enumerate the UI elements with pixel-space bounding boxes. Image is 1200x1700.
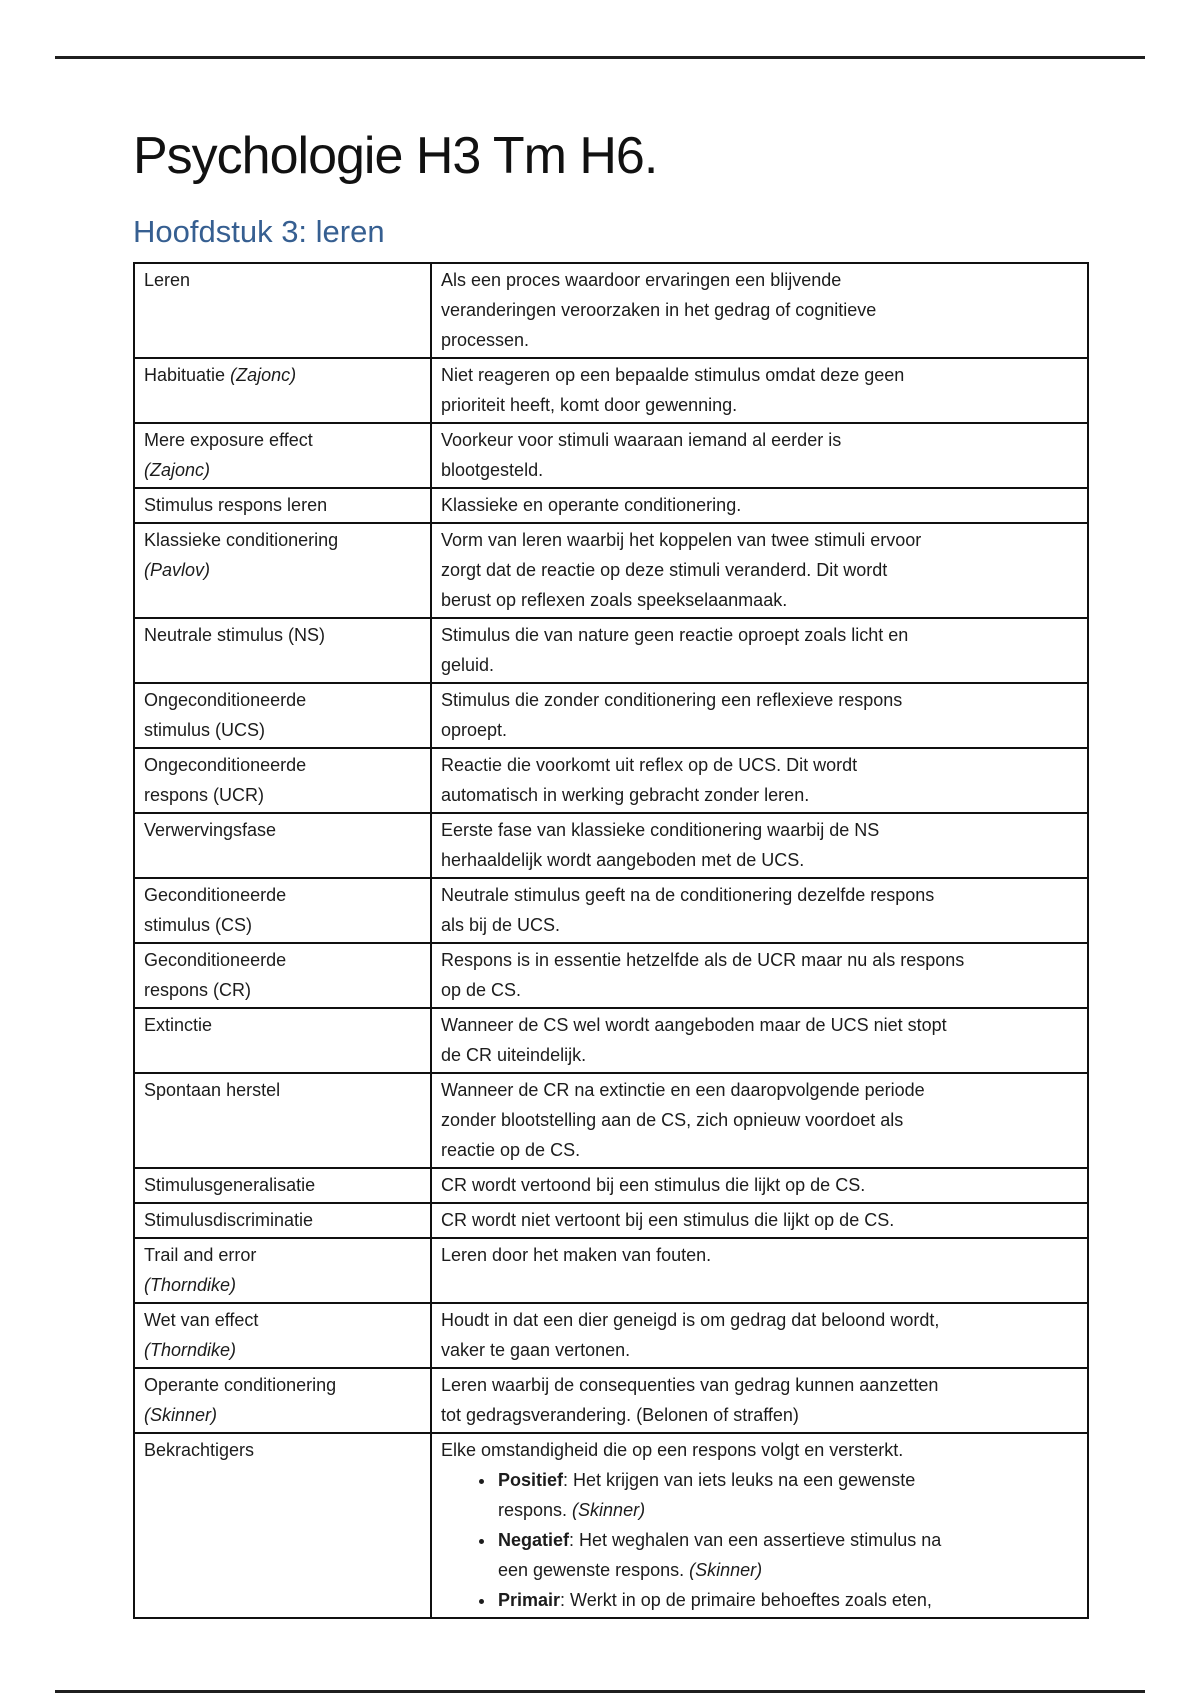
definition-cell: Wanneer de CS wel wordt aangeboden maar … (430, 1006, 1089, 1074)
page-bottom-rule (55, 1690, 1145, 1693)
table-row: Ongeconditioneerde respons (UCR) Reactie … (133, 746, 1089, 814)
table-row: Klassieke conditionering (Pavlov) Vorm va… (133, 521, 1089, 619)
term-cell: Geconditioneerde stimulus (CS) (133, 876, 432, 944)
term-cell: Ongeconditioneerde stimulus (UCS) (133, 681, 432, 749)
reinforcer-label: Primair (498, 1589, 561, 1610)
term-cell: Bekrachtigers (133, 1431, 432, 1619)
term-cell: Habituatie (Zajonc) (133, 356, 432, 424)
term-author-note: (Skinner) (144, 1404, 218, 1425)
table-row: Ongeconditioneerde stimulus (UCS) Stimulu… (133, 681, 1089, 749)
table-row: Leren Als een proces waardoor ervaringen … (133, 261, 1089, 359)
table-row: Habituatie (Zajonc) Niet reageren op een … (133, 356, 1089, 424)
table-row: Bekrachtigers Elke omstandigheid die op e… (133, 1431, 1089, 1619)
term-cell: Spontaan herstel (133, 1071, 432, 1169)
definition-cell: Voorkeur voor stimuli waaraan iemand al … (430, 421, 1089, 489)
definition-cell: Stimulus die van nature geen reactie opr… (430, 616, 1089, 684)
table-row: Stimulus respons leren Klassieke en opera… (133, 486, 1089, 524)
table-row: Mere exposure effect (Zajonc) Voorkeur vo… (133, 421, 1089, 489)
reinforcer-item: Negatief: Het weghalen van een assertiev… (496, 1525, 1083, 1585)
definition-cell: Neutrale stimulus geeft na de conditione… (430, 876, 1089, 944)
section-heading: Hoofdstuk 3: leren (133, 214, 385, 249)
table-row: Wet van effect (Thorndike) Houdt in dat e… (133, 1301, 1089, 1369)
definition-cell: Vorm van leren waarbij het koppelen van … (430, 521, 1089, 619)
definition-cell: Leren waarbij de consequenties van gedra… (430, 1366, 1089, 1434)
definition-cell: Reactie die voorkomt uit reflex op de UC… (430, 746, 1089, 814)
glossary-table-body: Leren Als een proces waardoor ervaringen … (133, 261, 1089, 1619)
term-cell: Extinctie (133, 1006, 432, 1074)
table-row: Geconditioneerde stimulus (CS) Neutrale s… (133, 876, 1089, 944)
table-row: Verwervingsfase Eerste fase van klassieke… (133, 811, 1089, 879)
reinforcer-item: Primair: Werkt in op de primaire behoeft… (496, 1585, 1083, 1615)
term-cell: Ongeconditioneerde respons (UCR) (133, 746, 432, 814)
definition-cell: Stimulus die zonder conditionering een r… (430, 681, 1089, 749)
table-row: Spontaan herstel Wanneer de CR na extinct… (133, 1071, 1089, 1169)
term-cell: Leren (133, 261, 432, 359)
term-cell: Trail and error (Thorndike) (133, 1236, 432, 1304)
term-cell: Wet van effect (Thorndike) (133, 1301, 432, 1369)
definition-cell: CR wordt vertoond bij een stimulus die l… (430, 1166, 1089, 1204)
reinforcer-label: Negatief (498, 1529, 570, 1550)
term-author-note: (Zajonc) (144, 459, 211, 480)
term-cell: Stimulus respons leren (133, 486, 432, 524)
author-ref: (Skinner) (689, 1559, 763, 1580)
table-row: Extinctie Wanneer de CS wel wordt aangebo… (133, 1006, 1089, 1074)
definition-cell: Niet reageren op een bepaalde stimulus o… (430, 356, 1089, 424)
table-row: Trail and error (Thorndike) Leren door he… (133, 1236, 1089, 1304)
page-top-rule (55, 56, 1145, 59)
table-row: Stimulusgeneralisatie CR wordt vertoond b… (133, 1166, 1089, 1204)
definition-cell: Elke omstandigheid die op een respons vo… (430, 1431, 1089, 1619)
reinforcer-item: Positief: Het krijgen van iets leuks na … (496, 1465, 1083, 1525)
table-row: Geconditioneerde respons (CR) Respons is … (133, 941, 1089, 1009)
term-cell: Verwervingsfase (133, 811, 432, 879)
table-row: Neutrale stimulus (NS) Stimulus die van n… (133, 616, 1089, 684)
definition-cell: Als een proces waardoor ervaringen een b… (430, 261, 1089, 359)
author-ref: (Skinner) (572, 1499, 646, 1520)
definition-cell: Respons is in essentie hetzelfde als de … (430, 941, 1089, 1009)
term-cell: Stimulusdiscriminatie (133, 1201, 432, 1239)
reinforcer-list: Positief: Het krijgen van iets leuks na … (441, 1465, 1083, 1615)
reinforcer-label: Positief (498, 1469, 564, 1490)
term-cell: Stimulusgeneralisatie (133, 1166, 432, 1204)
document-title: Psychologie H3 Tm H6. (133, 127, 658, 185)
term-cell: Operante conditionering (Skinner) (133, 1366, 432, 1434)
table-row: Operante conditionering (Skinner) Leren w… (133, 1366, 1089, 1434)
page-content: Psychologie H3 Tm H6. Hoofdstuk 3: leren… (133, 0, 1089, 1619)
term-author-note: (Thorndike) (144, 1339, 237, 1360)
term-author-note: (Thorndike) (144, 1274, 237, 1295)
term-cell: Neutrale stimulus (NS) (133, 616, 432, 684)
term-author-note: (Pavlov) (144, 559, 211, 580)
term-cell: Klassieke conditionering (Pavlov) (133, 521, 432, 619)
definition-cell: Wanneer de CR na extinctie en een daarop… (430, 1071, 1089, 1169)
term-cell: Mere exposure effect (Zajonc) (133, 421, 432, 489)
definition-cell: CR wordt niet vertoont bij een stimulus … (430, 1201, 1089, 1239)
definition-cell: Klassieke en operante conditionering. (430, 486, 1089, 524)
definition-cell: Leren door het maken van fouten. (430, 1236, 1089, 1304)
definition-cell: Eerste fase van klassieke conditionering… (430, 811, 1089, 879)
term-author-note: (Zajonc) (230, 364, 297, 385)
table-row: Stimulusdiscriminatie CR wordt niet verto… (133, 1201, 1089, 1239)
definition-cell: Houdt in dat een dier geneigd is om gedr… (430, 1301, 1089, 1369)
term-cell: Geconditioneerde respons (CR) (133, 941, 432, 1009)
glossary-table: Leren Als een proces waardoor ervaringen … (133, 261, 1089, 1619)
